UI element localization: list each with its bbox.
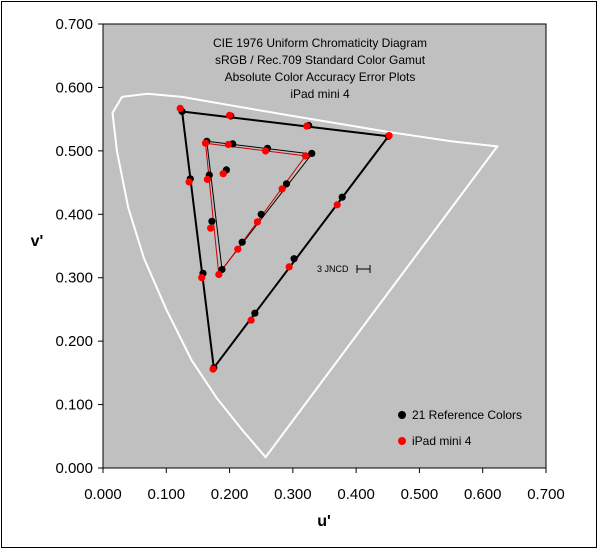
reference-point-16	[238, 238, 246, 246]
device-point-4	[333, 201, 341, 209]
device-point-16	[234, 245, 242, 253]
legend-label-device: iPad mini 4	[412, 434, 472, 448]
device-point-0	[176, 104, 184, 112]
device-point-11	[224, 140, 232, 149]
reference-point-14	[282, 180, 291, 188]
y-tick-label: 0.700	[55, 16, 93, 33]
device-point-14	[278, 185, 286, 193]
reference-point-4	[338, 193, 346, 201]
device-point-5	[285, 263, 293, 271]
device-point-20	[219, 170, 227, 178]
gamut-triangle-1	[206, 140, 313, 271]
legend-marker-device	[398, 437, 406, 445]
device-point-19	[203, 175, 211, 183]
x-tick-label: 0.300	[274, 486, 312, 503]
x-tick-label: 0.400	[337, 486, 375, 503]
chart-title-line-4: iPad mini 4	[290, 87, 350, 101]
legend-marker-reference	[398, 411, 406, 419]
plot-area	[102, 23, 547, 469]
y-tick-label: 0.100	[55, 397, 93, 414]
chart-title: CIE 1976 Uniform Chromaticity Diagram sR…	[213, 36, 427, 101]
x-tick-label: 0.100	[148, 486, 186, 503]
chart-title-line-2: sRGB / Rec.709 Standard Color Gamut	[215, 53, 426, 67]
device-point-9	[185, 178, 193, 186]
x-tick-label: 0.600	[464, 486, 502, 503]
y-axis-title: v'	[31, 233, 44, 250]
device-point-1	[226, 111, 234, 119]
x-axis-title: u'	[317, 513, 331, 530]
y-tick-label: 0.300	[55, 270, 93, 287]
device-point-10	[201, 139, 210, 147]
device-point-2	[303, 122, 311, 130]
reference-point-15	[257, 210, 265, 218]
y-axis: 0.000 0.100 0.200 0.300 0.400 0.500 0.600 0.700	[55, 16, 103, 477]
y-tick-label: 0.400	[55, 206, 93, 223]
x-tick-label: 0.000	[84, 486, 122, 503]
spectral-locus-layer	[111, 92, 500, 459]
y-tick-label: 0.200	[55, 333, 93, 350]
legend-label-reference: 21 Reference Colors	[412, 408, 522, 422]
x-axis: 0.000 0.100 0.200 0.300 0.400 0.500 0.600 0.700	[84, 468, 565, 503]
device-point-6	[247, 316, 255, 324]
spectral-locus	[111, 92, 500, 459]
device-point-18	[207, 224, 215, 232]
x-tick-label: 0.200	[211, 486, 249, 503]
gamut-triangle-0	[180, 110, 391, 371]
reference-point-13	[308, 149, 316, 157]
device-point-13	[301, 152, 310, 160]
x-tick-label: 0.700	[527, 486, 565, 503]
y-tick-label: 0.000	[55, 460, 93, 477]
legend: 21 Reference Colors iPad mini 4	[398, 408, 522, 448]
data-points-layer	[176, 104, 393, 373]
device-point-3	[385, 132, 393, 140]
device-point-7	[209, 365, 217, 373]
jncd-annotation: 3 JNCD	[317, 264, 371, 274]
device-point-12	[262, 147, 270, 155]
chart-title-line-3: Absolute Color Accuracy Error Plots	[225, 70, 416, 84]
device-point-15	[253, 218, 261, 226]
y-tick-label: 0.500	[55, 143, 93, 160]
device-point-17	[215, 270, 223, 279]
reference-point-5	[290, 255, 298, 263]
jncd-label: 3 JNCD	[317, 264, 349, 274]
reference-point-18	[208, 217, 216, 225]
y-tick-label: 0.600	[55, 79, 93, 96]
reference-point-6	[251, 309, 259, 317]
x-tick-label: 0.500	[401, 486, 439, 503]
chart-title-line-1: CIE 1976 Uniform Chromaticity Diagram	[213, 36, 427, 50]
device-point-8	[198, 274, 206, 282]
